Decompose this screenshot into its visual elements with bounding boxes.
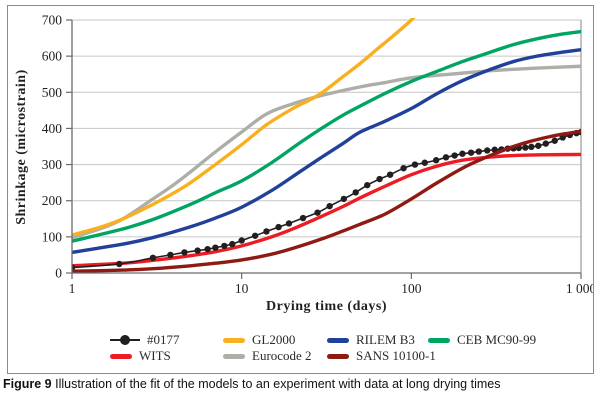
- series-line-CEB MC90-99: [72, 29, 581, 243]
- y-tick-label: 200: [42, 193, 63, 208]
- y-tick-label: 400: [42, 121, 63, 136]
- legend-label: GL2000: [252, 332, 296, 347]
- chart-panel: 0 100 200 300 400 500 600 700 1 10 100 1 000 Shrink…: [7, 5, 594, 374]
- y-tick-label: 500: [42, 85, 63, 100]
- legend-swatch-rilem-b3: [327, 337, 349, 343]
- legend-label: WITS: [139, 348, 171, 363]
- x-axis-title: Drying time (days): [266, 299, 387, 314]
- series-markers-#0177: [72, 128, 581, 271]
- y-tick-label: 600: [42, 49, 63, 64]
- x-tick-label: 100: [401, 281, 422, 296]
- legend-label: SANS 10100-1: [356, 348, 436, 363]
- legend-swatch-sans-10100-1: [327, 353, 349, 359]
- series-line-SANS 10100-1: [72, 129, 581, 273]
- figure-caption: Figure 9 Illustration of the fit of the …: [3, 377, 601, 391]
- legend-item-eurocode-2: Eurocode 2: [223, 349, 312, 363]
- series-line-WITS: [72, 152, 581, 268]
- legend-swatch-wits: [110, 353, 132, 359]
- legend-item-rilem-b3: RILEM B3: [327, 333, 415, 347]
- y-axis-title: Shrinkage (microstrain): [14, 69, 29, 225]
- series-line-Eurocode 2: [72, 64, 581, 240]
- y-tick-label: 300: [42, 157, 63, 172]
- y-tick-label: 700: [42, 13, 63, 28]
- y-tick-label: 0: [55, 266, 62, 281]
- x-tick-label: 1: [69, 281, 76, 296]
- legend-label: Eurocode 2: [252, 348, 312, 363]
- legend-swatch-0177: [110, 334, 140, 345]
- legend-item-0177: #0177: [110, 333, 180, 347]
- legend-item-wits: WITS: [110, 349, 171, 363]
- legend-label: CEB MC90-99: [457, 332, 537, 347]
- gridlines: [72, 19, 581, 238]
- legend-swatch-ceb-mc90-99: [428, 337, 450, 343]
- legend-label: #0177: [147, 332, 180, 347]
- legend-item-sans-10100-1: SANS 10100-1: [327, 349, 436, 363]
- tick-labels: 0 100 200 300 400 500 600 700 1 10 100 1 000: [42, 13, 593, 297]
- x-tick-label: 10: [235, 281, 249, 296]
- marker-dot-icon: [120, 334, 130, 345]
- legend-swatch-eurocode-2: [223, 353, 245, 359]
- series-group: [72, 18, 581, 273]
- figure-caption-label: Figure 9: [3, 377, 52, 391]
- series-line-RILEM B3: [72, 47, 581, 255]
- legend-item-ceb-mc90-99: CEB MC90-99: [428, 333, 536, 347]
- x-tick-label: 1 000: [566, 281, 593, 296]
- legend-swatch-gl2000: [223, 337, 245, 343]
- y-tick-label: 100: [42, 229, 63, 244]
- figure-caption-text: Illustration of the fit of the models to…: [51, 377, 501, 391]
- series-line-GL2000: [72, 18, 416, 237]
- legend-item-gl2000: GL2000: [223, 333, 295, 347]
- shrinkage-chart: 0 100 200 300 400 500 600 700 1 10 100 1 000: [42, 13, 593, 297]
- legend-label: RILEM B3: [356, 332, 415, 347]
